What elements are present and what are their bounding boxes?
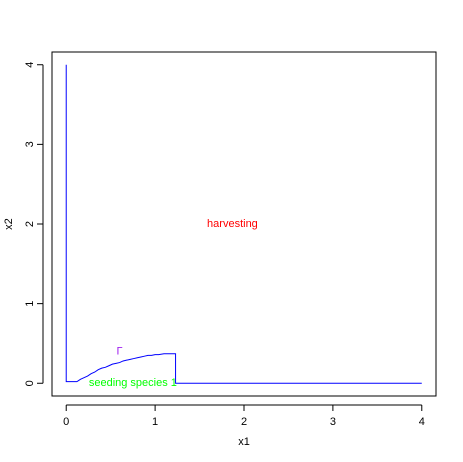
y-tick-label: 2 (24, 221, 36, 227)
plot-box (51, 51, 437, 397)
x-tick-label: 2 (241, 416, 247, 428)
annotation-label: Γ (117, 345, 123, 357)
y-tick-label: 1 (24, 301, 36, 307)
y-tick-label: 4 (24, 62, 36, 68)
annotation-label: harvesting (207, 218, 258, 230)
x-tick-label: 3 (330, 416, 336, 428)
annotation-layer: harvesting seeding species 1 Γ (89, 218, 258, 389)
y-axis: 0 1 2 3 4 (24, 62, 44, 386)
x-tick-label: 4 (419, 416, 425, 428)
annotation-label: seeding species 1 (89, 377, 177, 389)
x-tick-label: 1 (152, 416, 158, 428)
series-line (65, 64, 422, 384)
y-axis-title: x2 (3, 218, 15, 230)
x-axis-title: x1 (238, 436, 250, 448)
x-axis: 0 1 2 3 4 (63, 404, 425, 428)
series-layer (65, 64, 422, 384)
x-tick-label: 0 (63, 416, 69, 428)
y-tick-label: 0 (24, 380, 36, 386)
y-tick-label: 3 (24, 141, 36, 147)
